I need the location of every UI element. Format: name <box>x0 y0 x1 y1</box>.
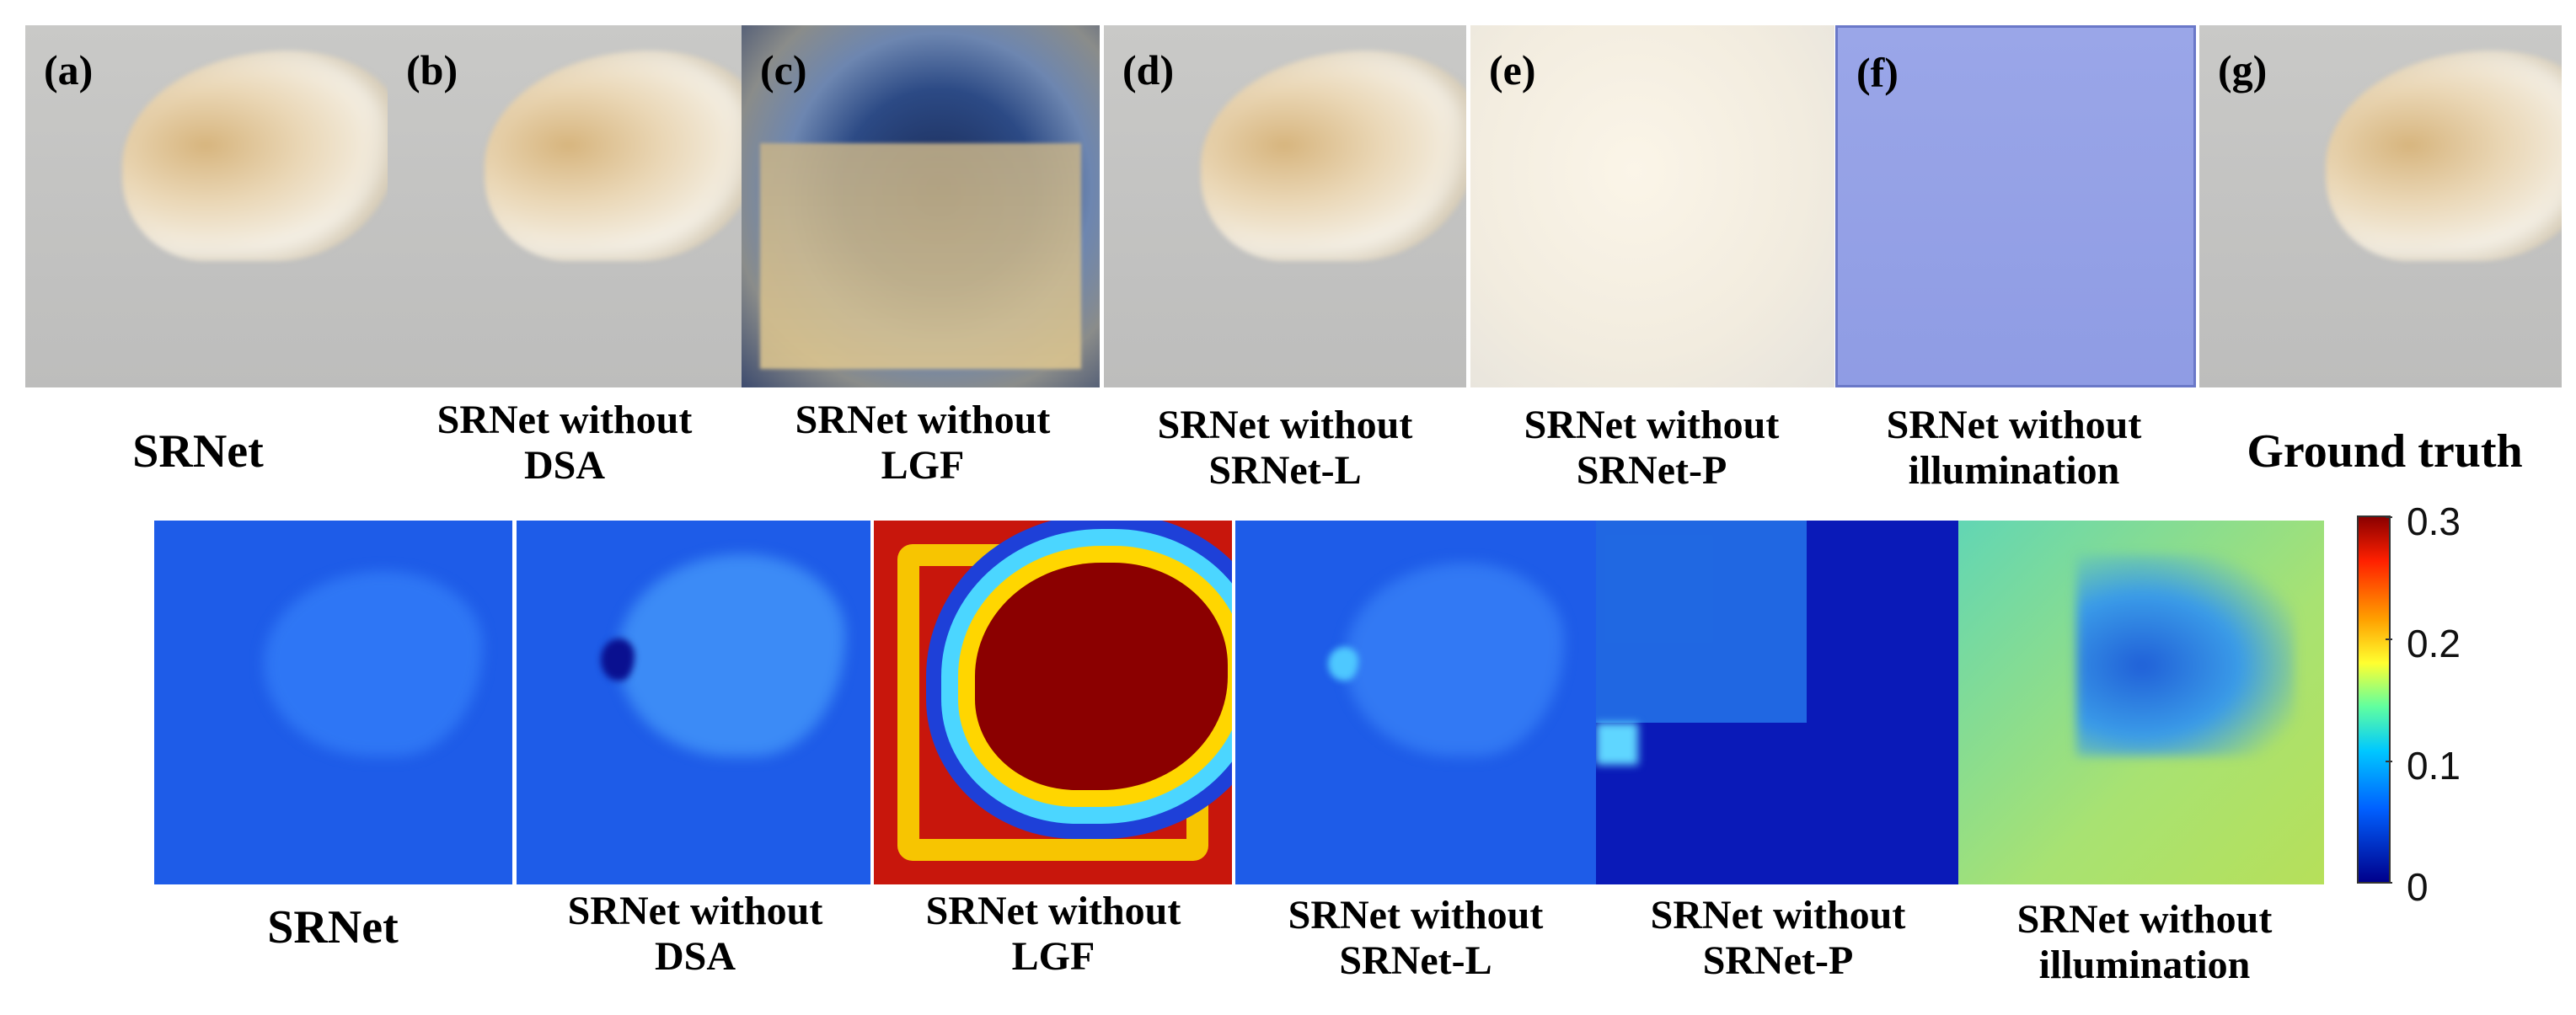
caption-b: SRNet without DSA <box>436 398 693 488</box>
colorbar-tick-label: 0.2 <box>2407 622 2461 665</box>
caption-bottom-illumination: SRNet without illumination <box>2016 897 2273 987</box>
image-panel-c: (c) <box>742 25 1100 387</box>
panel-tag: (e) <box>1489 46 1536 93</box>
error-map-srnet <box>154 521 512 884</box>
caption-d: SRNet without SRNet-L <box>1157 403 1413 493</box>
panel-tag: (b) <box>406 46 458 93</box>
colorbar <box>2357 516 2391 884</box>
caption-bottom-srnet: SRNet <box>267 901 399 954</box>
caption-g: Ground truth <box>2247 425 2523 478</box>
caption-bottom-dsa: SRNet without DSA <box>567 889 823 979</box>
panel-tag: (g) <box>2218 46 2268 93</box>
error-blob <box>1596 521 1807 723</box>
error-blob <box>1596 723 1638 765</box>
caption-bottom-lgf: SRNet without LGF <box>925 889 1181 979</box>
error-blob <box>264 571 483 756</box>
image-panel-f: (f) <box>1835 25 2196 387</box>
seashell-image <box>2326 51 2562 261</box>
error-map-illumination <box>1958 521 2324 884</box>
panel-tag: (d) <box>1122 46 1175 93</box>
caption-c: SRNet without LGF <box>795 398 1051 488</box>
image-panel-d: (d) <box>1104 25 1466 387</box>
caption-bottom-srnet-p: SRNet without SRNet-P <box>1650 893 1906 983</box>
error-map-srnet-p <box>1596 521 1958 884</box>
image-panel-g: (g) <box>2199 25 2562 387</box>
error-blob <box>601 638 635 681</box>
colorbar-tick-mark <box>2386 761 2392 762</box>
caption-bottom-srnet-l: SRNet without SRNet-L <box>1288 893 1544 983</box>
error-blob <box>1345 563 1564 756</box>
caption-f: SRNet without illumination <box>1886 403 2142 493</box>
panel-tag: (a) <box>44 46 94 93</box>
panel-tag: (c) <box>760 46 807 93</box>
colorbar-tick-mark <box>2386 638 2392 640</box>
colorbar-tick-label: 0.3 <box>2407 499 2461 543</box>
colorbar-tick-mark <box>2386 882 2392 884</box>
panel-tag: (f) <box>1856 49 1899 96</box>
image-panel-b: (b) <box>388 25 742 387</box>
image-panel-a: (a) <box>25 25 388 387</box>
lgf-artifact-frame <box>760 143 1081 369</box>
error-shape <box>2076 554 2295 756</box>
colorbar-tick-mark <box>2386 516 2392 518</box>
error-core <box>975 563 1228 790</box>
seashell-image <box>485 51 742 261</box>
colorbar-tick-label: 0.1 <box>2407 744 2461 788</box>
error-blob <box>1328 647 1358 681</box>
error-map-srnet-l <box>1235 521 1596 884</box>
error-map-dsa <box>517 521 870 884</box>
seashell-image <box>122 51 388 261</box>
error-blob <box>618 554 845 756</box>
caption-e: SRNet without SRNet-P <box>1524 403 1780 493</box>
caption-a: SRNet <box>132 425 264 478</box>
error-map-lgf <box>874 521 1232 884</box>
colorbar-tick-label: 0 <box>2407 865 2429 909</box>
image-panel-e: (e) <box>1470 25 1834 387</box>
seashell-image <box>1201 51 1466 261</box>
